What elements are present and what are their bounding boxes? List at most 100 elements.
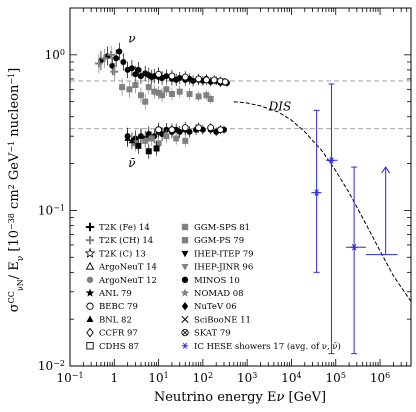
data-point [120, 58, 127, 65]
data-point [207, 96, 214, 103]
legend-marker [85, 222, 95, 232]
data-point [168, 72, 176, 80]
legend-label: NuTeV 06 [194, 302, 237, 312]
data-point [202, 76, 210, 84]
data-point [163, 86, 170, 93]
annotation: ν [128, 32, 135, 46]
legend-marker [85, 261, 95, 270]
legend-marker [85, 288, 95, 297]
legend-label: BEBC 79 [99, 302, 138, 312]
data-point [145, 84, 152, 91]
legend-marker [180, 288, 190, 297]
legend-marker [181, 276, 189, 283]
legend-marker [181, 328, 189, 337]
data-point [107, 50, 116, 59]
legend-marker [85, 236, 95, 245]
x-tick-label: 106 [370, 371, 390, 386]
data-point [186, 128, 193, 135]
data-point [142, 137, 149, 144]
x-tick-label: 101 [148, 371, 168, 386]
data-point [153, 145, 160, 152]
legend-marker [181, 342, 189, 349]
ic-point [327, 157, 335, 164]
legend-label: ArgoNeuT 14 [98, 263, 157, 273]
data-point [137, 92, 144, 99]
legend-marker [181, 223, 189, 231]
ic-arrow [381, 166, 391, 174]
data-point [145, 130, 152, 137]
legend-marker [181, 302, 189, 311]
legend-marker [181, 315, 189, 323]
data-point [176, 128, 183, 135]
data-point [155, 126, 163, 134]
y-tick-label: 100 [45, 47, 65, 62]
data-point [186, 91, 193, 98]
data-point [145, 148, 152, 155]
data-point [137, 132, 145, 139]
data-point [221, 78, 229, 86]
data-point [119, 84, 126, 91]
legend-label: CCFR 97 [99, 329, 138, 339]
data-point [195, 124, 203, 132]
x-tick-label: 105 [326, 371, 346, 386]
legend-label: MINOS 10 [194, 276, 240, 286]
data-point [181, 73, 189, 81]
data-point [207, 124, 215, 132]
legend-label: SKAT 79 [194, 329, 231, 339]
data-point [203, 92, 210, 99]
legend-label: GGM-PS 79 [194, 236, 244, 246]
data-point [142, 98, 149, 105]
legend-label: IC HESE showers 17 (avg. of ν, ν̄) [194, 341, 341, 352]
legend-label: ANL 79 [98, 289, 132, 299]
data-point [135, 142, 142, 149]
data-point [116, 48, 123, 55]
data-point [217, 126, 224, 134]
ic-point [350, 243, 358, 251]
data-point [109, 62, 116, 69]
data-point [173, 135, 180, 142]
y-tick-label: 10−2 [38, 359, 65, 374]
data-point [195, 75, 203, 83]
data-point [181, 124, 189, 132]
data-point [155, 140, 162, 147]
x-tick-label: 104 [281, 371, 301, 386]
data-point [100, 54, 109, 63]
legend-marker [86, 342, 94, 350]
data-point [113, 55, 120, 62]
data-point [176, 74, 183, 81]
data-point [148, 135, 155, 142]
data-point [159, 92, 166, 99]
x-axis-label: Neutrino energy Eν [GeV] [154, 390, 326, 405]
x-tick-label: 1 [110, 371, 118, 385]
y-tick-label: 10−1 [38, 203, 65, 218]
data-point [128, 65, 135, 72]
legend-marker [181, 237, 189, 244]
data-point [137, 73, 144, 80]
y-axis-label: σCCνN/ Eν [10−38 cm2 GeV−1 nucleon−1] [7, 68, 27, 312]
legend-label: SciBooNE 11 [194, 315, 251, 325]
data-point [163, 133, 170, 140]
legend-marker [86, 302, 94, 310]
data-point [168, 91, 175, 98]
legend-marker [181, 250, 189, 258]
data-point [168, 126, 176, 134]
legend-label: T2K (C) 13 [99, 248, 146, 259]
data-point [195, 93, 202, 100]
legend-label: BNL 82 [99, 315, 132, 325]
legend-label: ArgoNeuT 12 [98, 276, 157, 286]
data-point [128, 137, 136, 144]
annotation: DIS [268, 99, 292, 113]
data-point [176, 88, 183, 95]
legend-label: CDHS 87 [99, 342, 139, 352]
legend-label: IHEP-ITEP 79 [194, 249, 254, 259]
data-point [124, 134, 131, 141]
x-tick-label: 10−1 [56, 371, 83, 386]
legend-label: IHEP-JINR 96 [194, 263, 253, 273]
data-point [110, 67, 119, 76]
legend-marker [181, 264, 189, 271]
data-point [155, 70, 163, 78]
data-point [151, 88, 158, 95]
legend-label: T2K (Fe) 14 [99, 222, 150, 233]
x-tick-label: 102 [193, 371, 213, 386]
